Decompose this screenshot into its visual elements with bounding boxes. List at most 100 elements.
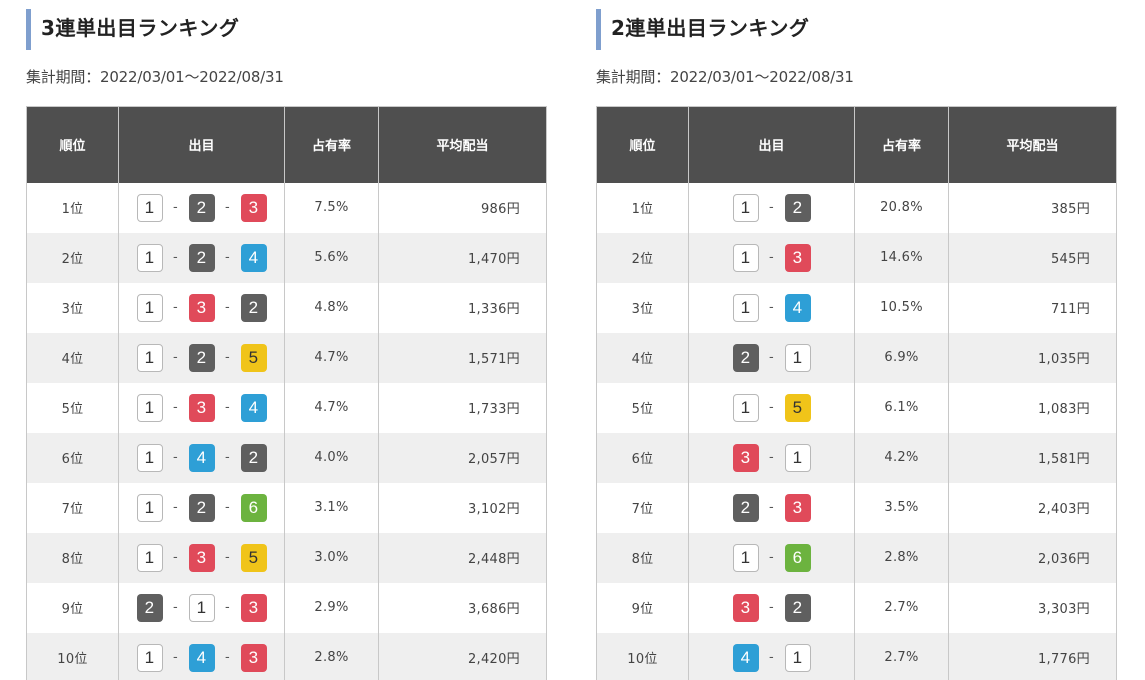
- boat-number-badge: 6: [784, 543, 811, 572]
- table-row: 4位 1-2-5 4.7% 1,571円: [26, 332, 547, 383]
- table-row: 8位 1-6 2.8% 2,036円: [596, 532, 1117, 583]
- separator: -: [225, 350, 230, 365]
- column-header-share: 占有率: [854, 106, 949, 183]
- rank-cell: 6位: [26, 432, 119, 483]
- combination: 1-2-5: [136, 343, 267, 372]
- combination-cell: 3-2: [688, 582, 855, 633]
- combination-cell: 4-1: [688, 632, 855, 680]
- boat-number-badge: 3: [240, 643, 267, 672]
- boat-number-badge: 1: [784, 443, 811, 472]
- share-cell: 4.7%: [284, 332, 379, 383]
- table-row: 10位 1-4-3 2.8% 2,420円: [26, 632, 547, 680]
- separator: -: [173, 400, 178, 415]
- column-header-share: 占有率: [284, 106, 379, 183]
- separator: -: [173, 650, 178, 665]
- boat-number-badge: 2: [240, 293, 267, 322]
- separator: -: [225, 450, 230, 465]
- combination: 2-1-3: [136, 593, 267, 622]
- boat-number-badge: 5: [784, 393, 811, 422]
- boat-number-badge: 1: [136, 443, 163, 472]
- boat-number-badge: 1: [732, 193, 759, 222]
- combination-cell: 1-2: [688, 182, 855, 233]
- average-payout-cell: 1,581円: [948, 432, 1117, 483]
- column-header-average-payout: 平均配当: [948, 106, 1117, 183]
- boat-number-badge: 4: [188, 443, 215, 472]
- rank-cell: 3位: [596, 282, 689, 333]
- column-header-average-payout: 平均配当: [378, 106, 547, 183]
- rank-cell: 4位: [26, 332, 119, 383]
- table-row: 5位 1-3-4 4.7% 1,733円: [26, 382, 547, 433]
- rank-cell: 5位: [26, 382, 119, 433]
- combination-cell: 1-3-2: [118, 282, 285, 333]
- combination-cell: 3-1: [688, 432, 855, 483]
- combination-cell: 1-2-5: [118, 332, 285, 383]
- separator: -: [225, 200, 230, 215]
- separator: -: [769, 450, 774, 465]
- combination-cell: 1-4-2: [118, 432, 285, 483]
- rank-cell: 9位: [26, 582, 119, 633]
- column-header-combination: 出目: [688, 106, 855, 183]
- trifecta-period: 集計期間：2022/03/01〜2022/08/31: [26, 68, 284, 86]
- table-row: 5位 1-5 6.1% 1,083円: [596, 382, 1117, 433]
- combination: 3-1: [732, 443, 811, 472]
- boat-number-badge: 2: [240, 443, 267, 472]
- boat-number-badge: 1: [188, 593, 215, 622]
- rank-cell: 2位: [596, 232, 689, 283]
- share-cell: 10.5%: [854, 282, 949, 333]
- boat-number-badge: 2: [188, 343, 215, 372]
- combination: 2-1: [732, 343, 811, 372]
- average-payout-cell: 2,403円: [948, 482, 1117, 533]
- boat-number-badge: 4: [188, 643, 215, 672]
- share-cell: 3.5%: [854, 482, 949, 533]
- table-row: 6位 3-1 4.2% 1,581円: [596, 432, 1117, 483]
- average-payout-cell: 1,733円: [378, 382, 547, 433]
- rank-cell: 8位: [26, 532, 119, 583]
- boat-number-badge: 2: [732, 343, 759, 372]
- average-payout-cell: 2,420円: [378, 632, 547, 680]
- table-row: 1位 1-2-3 7.5% 986円: [26, 182, 547, 233]
- column-header-rank: 順位: [26, 106, 119, 183]
- boat-number-badge: 4: [732, 643, 759, 672]
- boat-number-badge: 2: [188, 493, 215, 522]
- combination-cell: 1-3-4: [118, 382, 285, 433]
- column-header-rank: 順位: [596, 106, 689, 183]
- boat-number-badge: 2: [732, 493, 759, 522]
- separator: -: [225, 550, 230, 565]
- average-payout-cell: 545円: [948, 232, 1117, 283]
- combination: 1-3-2: [136, 293, 267, 322]
- boat-number-badge: 3: [732, 443, 759, 472]
- combination: 1-6: [732, 543, 811, 572]
- boat-number-badge: 3: [188, 393, 215, 422]
- share-cell: 2.7%: [854, 582, 949, 633]
- exacta-ranking-table: 順位 出目 占有率 平均配当 1位 1-2 20.8% 385円 2位 1-3 14.6% 5…: [596, 106, 1117, 680]
- average-payout-cell: 986円: [378, 182, 547, 233]
- boat-number-badge: 1: [732, 243, 759, 272]
- share-cell: 2.8%: [284, 632, 379, 680]
- rank-cell: 1位: [26, 182, 119, 233]
- combination-cell: 1-3-5: [118, 532, 285, 583]
- table-row: 7位 1-2-6 3.1% 3,102円: [26, 482, 547, 533]
- boat-number-badge: 4: [784, 293, 811, 322]
- separator: -: [225, 300, 230, 315]
- separator: -: [769, 550, 774, 565]
- boat-number-badge: 2: [784, 193, 811, 222]
- combination-cell: 1-4: [688, 282, 855, 333]
- combination: 1-3: [732, 243, 811, 272]
- boat-number-badge: 1: [136, 193, 163, 222]
- average-payout-cell: 711円: [948, 282, 1117, 333]
- boat-number-badge: 1: [732, 543, 759, 572]
- boat-number-badge: 3: [732, 593, 759, 622]
- separator: -: [173, 500, 178, 515]
- combination: 1-2-3: [136, 193, 267, 222]
- combination: 1-4-2: [136, 443, 267, 472]
- combination-cell: 1-2-4: [118, 232, 285, 283]
- combination: 1-3-4: [136, 393, 267, 422]
- separator: -: [769, 200, 774, 215]
- table-row: 3位 1-4 10.5% 711円: [596, 282, 1117, 333]
- combination: 1-4: [732, 293, 811, 322]
- trifecta-title: 3連単出目ランキング: [26, 9, 239, 50]
- average-payout-cell: 3,102円: [378, 482, 547, 533]
- share-cell: 2.9%: [284, 582, 379, 633]
- combination: 4-1: [732, 643, 811, 672]
- share-cell: 5.6%: [284, 232, 379, 283]
